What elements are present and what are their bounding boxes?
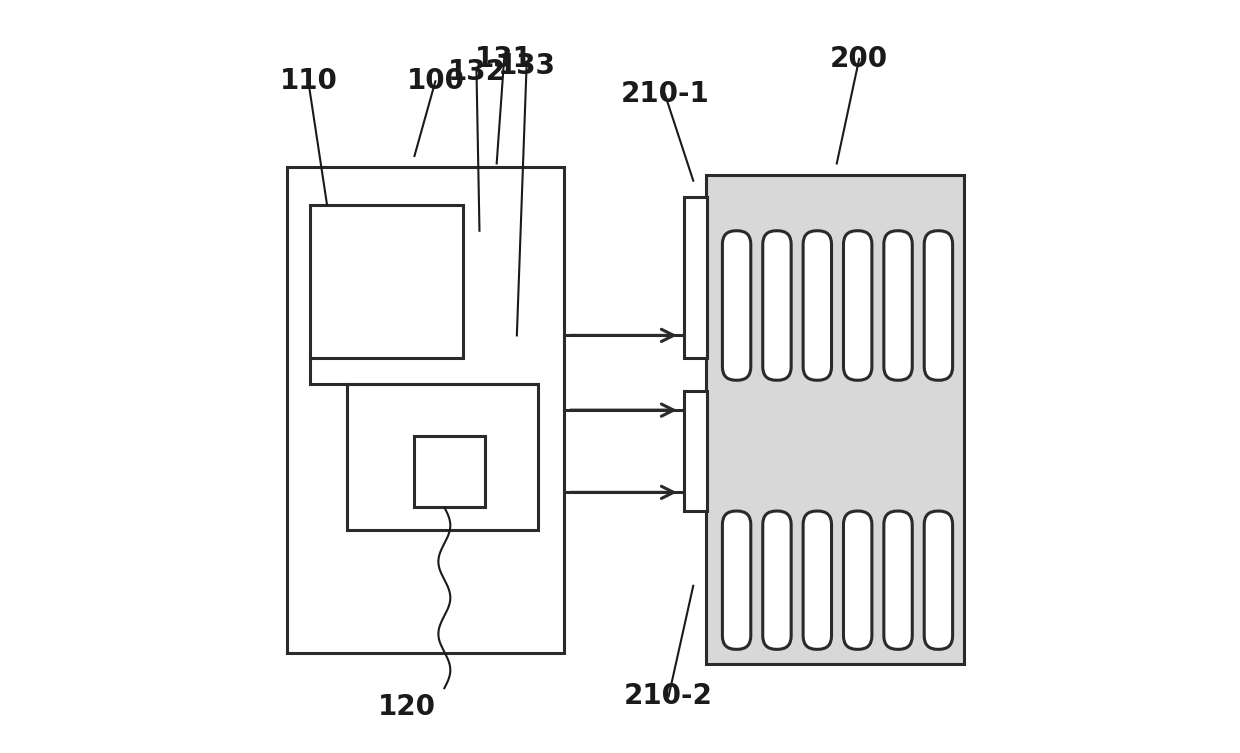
Bar (683, 197, 708, 358)
Bar (288, 167, 564, 653)
Text: 110: 110 (279, 67, 337, 96)
FancyBboxPatch shape (804, 511, 832, 649)
Bar (414, 436, 485, 508)
Bar (347, 384, 538, 529)
FancyBboxPatch shape (723, 230, 750, 380)
FancyBboxPatch shape (924, 230, 952, 380)
FancyBboxPatch shape (723, 511, 750, 649)
Text: 200: 200 (830, 45, 888, 73)
Text: 132: 132 (448, 57, 506, 86)
Text: 131: 131 (475, 45, 533, 73)
Text: 210-2: 210-2 (624, 682, 713, 710)
Text: 133: 133 (497, 52, 556, 81)
FancyBboxPatch shape (804, 230, 832, 380)
Bar (683, 392, 708, 511)
FancyBboxPatch shape (763, 511, 791, 649)
Text: 210-1: 210-1 (620, 80, 709, 108)
Bar (706, 175, 963, 664)
Text: 120: 120 (378, 693, 436, 721)
FancyBboxPatch shape (843, 230, 872, 380)
FancyBboxPatch shape (763, 230, 791, 380)
Text: 100: 100 (407, 67, 465, 96)
FancyBboxPatch shape (884, 230, 913, 380)
Bar (310, 205, 463, 358)
FancyBboxPatch shape (884, 511, 913, 649)
FancyBboxPatch shape (843, 511, 872, 649)
FancyBboxPatch shape (924, 511, 952, 649)
